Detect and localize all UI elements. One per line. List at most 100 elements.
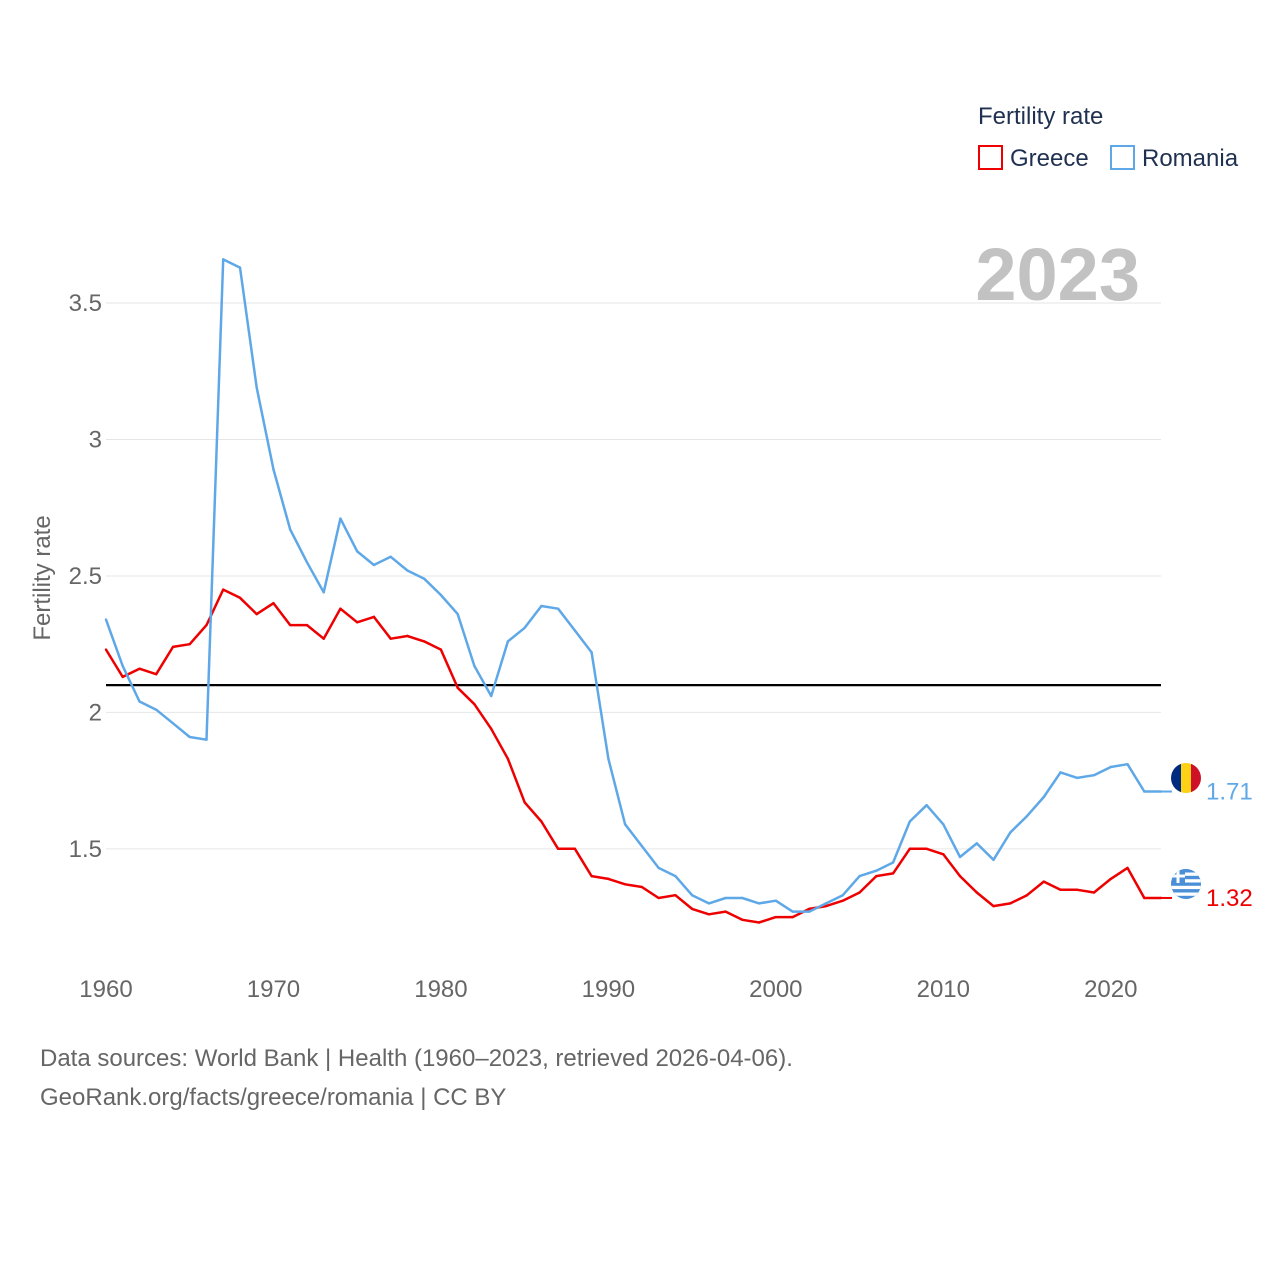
data-point-greece <box>841 899 845 902</box>
data-point-greece <box>422 640 426 643</box>
end-label-greece: 1.32 <box>1206 885 1253 912</box>
x-tick-label: 2020 <box>1084 976 1137 1003</box>
x-tick-label: 1990 <box>582 976 635 1003</box>
data-point-romania <box>640 844 644 848</box>
data-point-romania <box>623 823 627 826</box>
series-greece <box>104 588 1172 924</box>
data-point-romania <box>1143 790 1146 793</box>
data-point-romania <box>690 894 694 897</box>
data-point-greece <box>1143 896 1146 900</box>
data-point-greece <box>858 891 861 894</box>
data-point-greece <box>1042 880 1045 883</box>
data-point-greece <box>808 907 811 911</box>
data-point-romania <box>925 803 928 807</box>
data-point-romania <box>674 874 677 878</box>
data-point-greece <box>205 623 208 627</box>
data-point-romania <box>489 694 493 698</box>
data-point-greece <box>155 672 158 676</box>
data-point-romania <box>171 722 175 725</box>
data-point-romania <box>406 569 409 572</box>
data-point-greece <box>255 612 258 616</box>
data-point-greece <box>355 621 359 624</box>
data-point-greece <box>908 847 912 851</box>
data-point-greece <box>406 634 409 638</box>
data-point-greece <box>992 904 995 908</box>
legend-item-greece[interactable]: Greece <box>978 145 1089 172</box>
data-point-greece <box>322 637 325 640</box>
data-point-greece <box>456 686 459 690</box>
data-point-greece <box>657 896 660 900</box>
data-point-greece <box>707 913 711 916</box>
x-tick-label: 1980 <box>414 976 467 1003</box>
data-point-romania <box>607 757 610 760</box>
data-point-greece <box>791 915 794 919</box>
data-point-greece <box>891 872 895 875</box>
data-point-greece <box>121 675 124 679</box>
legend-swatch-greece <box>978 145 1003 170</box>
data-point-greece <box>958 874 962 878</box>
data-point-romania <box>305 561 309 564</box>
data-point-romania <box>372 563 376 567</box>
data-point-romania <box>992 858 995 861</box>
legend-label-greece: Greece <box>1010 145 1089 172</box>
data-point-greece <box>523 801 526 804</box>
data-point-romania <box>707 902 711 905</box>
data-point-romania <box>1159 790 1163 793</box>
legend-swatch-romania <box>1110 145 1135 170</box>
data-point-romania <box>724 896 727 900</box>
data-point-romania <box>238 266 242 269</box>
data-point-romania <box>573 629 577 632</box>
data-point-greece <box>741 918 744 921</box>
data-point-greece <box>724 910 727 913</box>
data-point-greece <box>222 588 225 591</box>
y-axis-ticks: 1.5 2 2.5 3 3.5 <box>69 290 102 863</box>
legend: Fertility rate Greece Romania <box>978 103 1239 172</box>
data-point-romania <box>1092 773 1096 777</box>
data-point-romania <box>1059 771 1062 774</box>
data-point-romania <box>121 664 124 668</box>
data-point-greece <box>188 642 191 646</box>
data-point-romania <box>473 664 476 668</box>
data-point-romania <box>506 640 510 643</box>
data-point-greece <box>607 877 610 881</box>
data-point-greece <box>573 847 577 851</box>
data-point-romania <box>355 550 359 553</box>
data-point-romania <box>138 700 141 703</box>
y-tick-label: 2 <box>89 699 102 726</box>
data-point-romania <box>1025 814 1029 818</box>
legend-title: Fertility rate <box>978 103 1103 130</box>
y-tick-label: 3.5 <box>69 290 102 317</box>
data-point-romania <box>456 612 459 616</box>
data-point-greece <box>757 921 761 924</box>
legend-item-romania[interactable]: Romania <box>1110 145 1239 172</box>
data-point-greece <box>975 891 978 894</box>
data-point-greece <box>824 904 828 908</box>
romania-flag-icon <box>1171 763 1201 793</box>
x-axis-ticks: 1960 1970 1980 1990 2000 2010 2020 <box>79 976 1137 1003</box>
data-point-greece <box>875 874 878 878</box>
data-point-romania <box>1042 795 1045 799</box>
data-point-greece <box>690 907 694 911</box>
data-point-romania <box>255 386 258 389</box>
x-tick-label: 2010 <box>917 976 970 1003</box>
data-point-romania <box>942 823 945 826</box>
source-line-1: Data sources: World Bank | Health (1960–… <box>40 1045 793 1072</box>
series-romania <box>104 258 1172 913</box>
data-point-greece <box>171 645 175 649</box>
data-point-romania <box>841 894 845 897</box>
data-point-greece <box>556 847 560 851</box>
data-point-greece <box>925 847 928 851</box>
data-point-greece <box>1159 896 1163 900</box>
data-point-romania <box>339 517 342 520</box>
y-tick-label: 1.5 <box>69 836 102 863</box>
x-tick-label: 2000 <box>749 976 802 1003</box>
y-tick-label: 3 <box>89 426 102 453</box>
data-point-greece <box>389 637 392 640</box>
data-point-greece <box>674 894 677 897</box>
data-point-romania <box>875 869 878 872</box>
data-point-romania <box>958 855 962 859</box>
data-point-romania <box>757 902 761 905</box>
data-point-romania <box>891 861 895 864</box>
data-point-greece <box>1059 888 1062 891</box>
data-point-romania <box>774 899 778 902</box>
